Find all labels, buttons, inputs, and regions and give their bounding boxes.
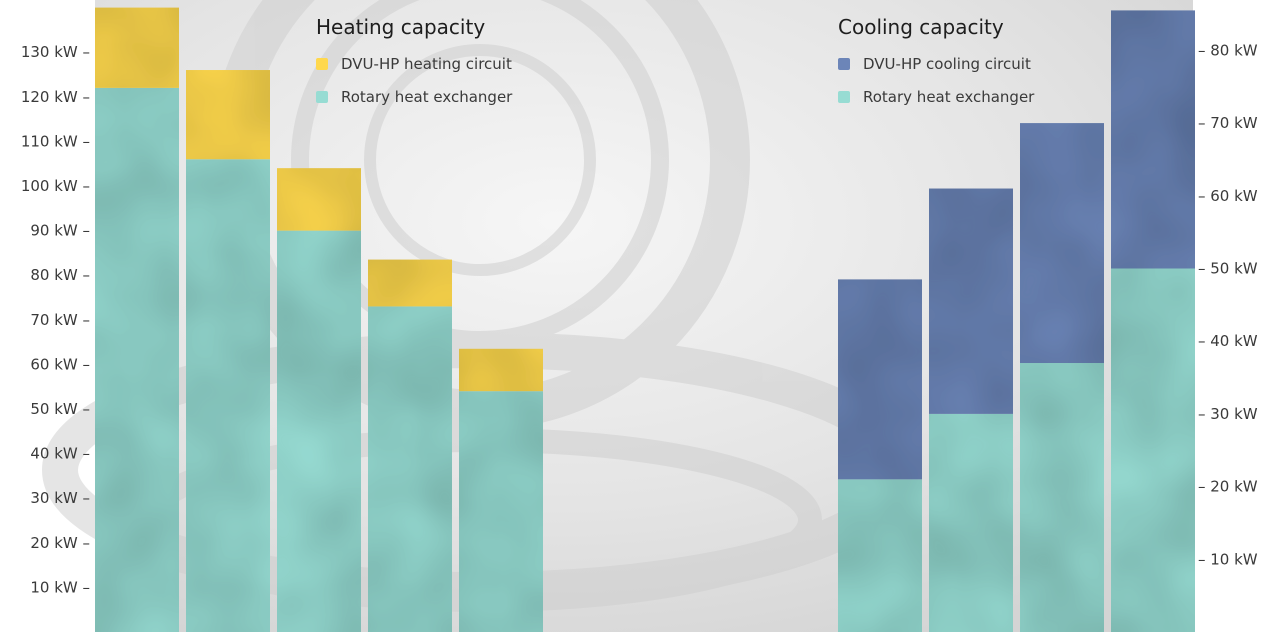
left-axis-tick-label: 30 kW – — [30, 489, 90, 507]
left-axis-tick-label: 90 kW – — [30, 222, 90, 240]
cooling-bar-segment-dvu-hp — [838, 279, 922, 480]
left-axis-tick-label: 100 kW – — [21, 177, 90, 195]
right-axis-tick-label: – 80 kW — [1198, 41, 1258, 59]
left-axis-tick-label: 50 kW – — [30, 400, 90, 418]
heating-bar-segment-dvu-hp — [459, 348, 543, 392]
cooling-legend-label: DVU-HP cooling circuit — [863, 55, 1031, 73]
left-axis-tick-label: 60 kW – — [30, 355, 90, 373]
cooling-bar-segment-rotary — [1111, 268, 1195, 632]
heating-bar-segment-dvu-hp — [277, 168, 361, 231]
heating-bar-segment-rotary — [186, 159, 270, 632]
cooling-bar-segment-rotary — [1020, 363, 1104, 632]
heating-legend-label: Rotary heat exchanger — [341, 88, 513, 106]
right-axis-tick-label: – 70 kW — [1198, 114, 1258, 132]
heating-bar-segment-rotary — [459, 391, 543, 632]
left-axis-tick-label: 40 kW – — [30, 445, 90, 463]
cooling-bar-segment-rotary — [838, 479, 922, 632]
bars-layer — [95, 7, 1195, 632]
heating-legend-title: Heating capacity — [316, 15, 485, 39]
heating-legend-swatch — [316, 91, 328, 103]
right-axis-tick-label: – 60 kW — [1198, 187, 1258, 205]
left-axis-tick-label: 80 kW – — [30, 266, 90, 284]
axes-layer: 10 kW – 20 kW – 30 kW – 40 kW – 50 kW – 60 kW… — [21, 41, 1258, 596]
left-axis-tick-label: 110 kW – — [21, 132, 90, 150]
heating-bar-segment-dvu-hp — [95, 7, 179, 88]
right-axis-tick-label: – 10 kW — [1198, 550, 1258, 568]
left-axis-tick-label: 70 kW – — [30, 311, 90, 329]
cooling-legend-title: Cooling capacity — [838, 15, 1004, 39]
cooling-bar-segment-dvu-hp — [1020, 123, 1104, 364]
heating-bar-segment-rotary — [95, 87, 179, 632]
heating-legend-label: DVU-HP heating circuit — [341, 55, 512, 73]
cooling-legend-swatch — [838, 58, 850, 70]
cooling-bar-segment-rotary — [929, 413, 1013, 632]
cooling-legend-swatch — [838, 91, 850, 103]
left-axis-tick-label: 120 kW – — [21, 88, 90, 106]
right-axis-tick-label: – 20 kW — [1198, 478, 1258, 496]
cooling-bar-segment-dvu-hp — [929, 188, 1013, 414]
right-axis-tick-label: – 40 kW — [1198, 332, 1258, 350]
heating-bar-segment-dvu-hp — [368, 259, 452, 307]
right-axis-tick-label: – 50 kW — [1198, 260, 1258, 278]
right-axis-tick-label: – 30 kW — [1198, 405, 1258, 423]
heating-bar-segment-rotary — [277, 230, 361, 632]
cooling-legend-label: Rotary heat exchanger — [863, 88, 1035, 106]
left-axis-tick-label: 20 kW – — [30, 534, 90, 552]
cooling-bar-segment-dvu-hp — [1111, 10, 1195, 269]
heating-bar-segment-rotary — [368, 306, 452, 632]
legends-layer: Heating capacity DVU-HP heating circuit Ro… — [316, 15, 1035, 106]
left-axis-tick-label: 10 kW – — [30, 578, 90, 596]
left-axis-tick-label: 130 kW – — [21, 43, 90, 61]
heating-legend-swatch — [316, 58, 328, 70]
heating-bar-segment-dvu-hp — [186, 70, 270, 160]
